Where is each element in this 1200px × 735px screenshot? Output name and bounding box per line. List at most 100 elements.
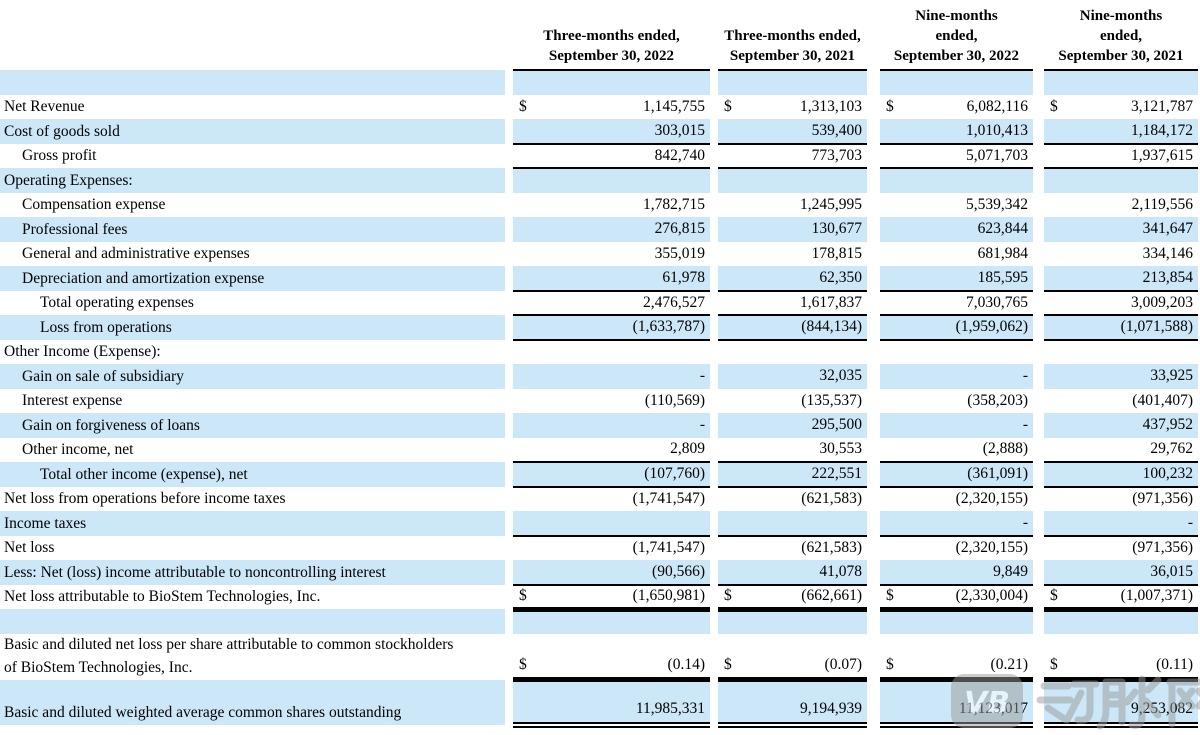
column-gap: [505, 438, 513, 463]
row-label: Net loss: [4, 539, 55, 557]
column-gap: [1033, 242, 1044, 267]
column-gap: [867, 511, 880, 536]
column-gap: [1033, 536, 1044, 561]
column-gap: [867, 291, 880, 316]
column-gap: [710, 438, 718, 463]
column-gap: [867, 364, 880, 389]
column-gap: [1033, 487, 1044, 512]
table-row: Basic and diluted net loss per share att…: [0, 633, 1198, 682]
value-cell: 222,551: [718, 462, 867, 488]
column-gap: [1033, 193, 1044, 218]
column-gap: [505, 462, 513, 487]
column-gap: [710, 536, 718, 561]
value-cell: [513, 609, 710, 634]
table-row: Other Income (Expense):: [0, 340, 1198, 365]
value-cell: -: [513, 364, 710, 389]
value-cell: 2,476,527: [513, 290, 710, 316]
table-row: Cost of goods sold 303,015 539,400 1,010,41…: [0, 119, 1198, 145]
value-cell: (401,407): [1132, 391, 1193, 409]
column-header: Nine-months ended, September 30, 2022: [880, 0, 1033, 71]
value-cell: 130,677: [718, 217, 867, 242]
row-label: Gain on forgiveness of loans: [0, 413, 505, 438]
column-gap: [867, 315, 880, 340]
value-cell: 29,762: [1044, 437, 1198, 463]
column-gap: [710, 413, 718, 438]
table-row: Income taxes - -: [0, 511, 1198, 537]
column-gap: [505, 536, 513, 561]
value-cell: [718, 168, 867, 193]
column-gap: [710, 242, 718, 267]
value-cell: 185,595: [880, 266, 1033, 292]
column-gap: [505, 389, 513, 414]
value-cell: 7,030,765: [880, 290, 1033, 316]
value-cell: (1,071,588): [1044, 315, 1198, 341]
column-gap: [1033, 462, 1044, 487]
column-gap: [867, 487, 880, 512]
row-label: Cost of goods sold: [0, 119, 505, 144]
value-cell: 334,146: [1142, 244, 1193, 262]
table-row: [0, 70, 1198, 95]
value-cell: 5,071,703: [880, 143, 1033, 169]
column-gap: [710, 585, 718, 610]
value-cell: $ (662,661): [718, 584, 867, 612]
value-cell: 1,010,413: [880, 119, 1033, 145]
column-gap: [1033, 413, 1044, 438]
value-cell: (1,959,062): [880, 315, 1033, 341]
column-gap: [1033, 585, 1044, 610]
table-row: Operating Expenses:: [0, 168, 1198, 193]
value-cell: (621,583): [801, 490, 862, 508]
row-label: Basic and diluted net loss per share att…: [4, 635, 454, 676]
value-cell: -: [880, 364, 1033, 389]
value-cell: -: [1044, 511, 1198, 537]
value-cell: [718, 70, 867, 95]
column-gap: [1033, 168, 1044, 193]
column-gap: [505, 413, 513, 438]
table-row: Basic and diluted weighted average commo…: [0, 679, 1198, 728]
row-label: Income taxes: [0, 511, 505, 536]
column-gap: [710, 340, 718, 365]
value-cell: 3,009,203: [1044, 290, 1198, 316]
value-cell: [880, 609, 1033, 634]
value-cell: (2,888): [880, 437, 1033, 463]
value-cell: -: [513, 413, 710, 438]
column-gap: [505, 340, 513, 365]
value-cell: [1044, 609, 1198, 634]
value-cell: 539,400: [718, 119, 867, 145]
row-label: Professional fees: [0, 217, 505, 242]
value-cell: -: [880, 413, 1033, 438]
value-cell: 2,809: [513, 437, 710, 463]
value-cell: 9,253,082: [1044, 679, 1198, 728]
column-gap: [1033, 364, 1044, 389]
value-cell: $ (0.14): [513, 633, 710, 682]
column-gap: [505, 266, 513, 291]
column-gap: [710, 70, 718, 95]
column-gap: [1033, 266, 1044, 291]
value-cell: (135,537): [801, 391, 862, 409]
column-header: Three-months ended, September 30, 2022: [513, 0, 710, 71]
row-label: [0, 609, 505, 634]
column-gap: [505, 680, 513, 725]
column-header: Three-months ended, September 30, 2021: [718, 0, 867, 71]
value-cell: (1,741,547): [632, 490, 705, 508]
row-label: [0, 70, 505, 95]
value-cell: [880, 168, 1033, 193]
column-gap: [710, 609, 718, 634]
column-gap: [710, 217, 718, 242]
column-gap: [505, 364, 513, 389]
row-label: Net loss attributable to BioStem Technol…: [4, 588, 321, 606]
value-cell: $6,082,116: [886, 97, 1028, 115]
value-cell: -: [880, 511, 1033, 537]
value-cell: 2,119,556: [1131, 195, 1193, 213]
value-cell: 9,849: [880, 560, 1033, 586]
column-gap: [867, 193, 880, 218]
value-cell: 842,740: [513, 143, 710, 169]
table-row: Other income, net 2,809 30,553 (2,888) 29,76…: [0, 437, 1198, 463]
value-cell: 61,978: [513, 266, 710, 292]
column-gap: [710, 560, 718, 585]
value-cell: [718, 609, 867, 634]
value-cell: 11,123,017: [880, 679, 1033, 728]
column-gap: [1033, 389, 1044, 414]
table-row: Interest expense (110,569) (135,537) (358,2…: [0, 389, 1198, 414]
table-row: Loss from operations (1,633,787) (844,134)…: [0, 315, 1198, 341]
column-gap: [1033, 217, 1044, 242]
